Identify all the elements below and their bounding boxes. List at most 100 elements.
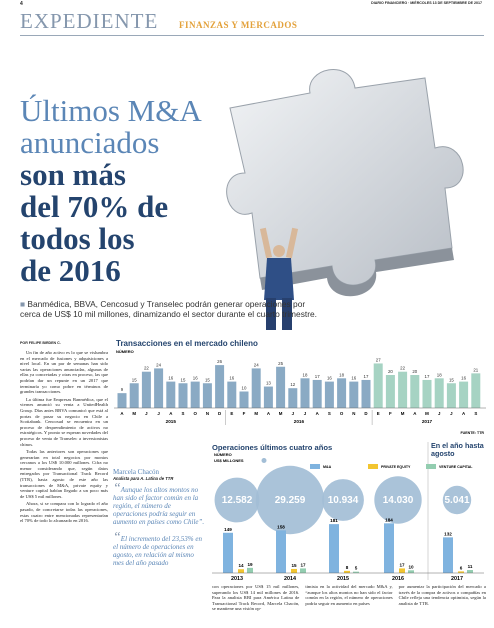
bar [251,368,261,408]
data-label: 24 [156,362,161,367]
data-label: 6 [460,565,463,570]
x-tick-label: M [254,411,258,416]
data-label: 149 [224,527,232,532]
bar [291,568,297,573]
data-label: 19 [247,562,253,567]
column-text: por aumentar la participación del mercad… [398,584,486,606]
legend-label: M&A [323,465,332,469]
legend-swatch [368,464,378,469]
bar [349,381,359,408]
bar [408,570,414,573]
man-figure [259,227,299,330]
data-label: 27 [376,357,381,362]
x-tick-label: J [304,411,307,416]
bar [458,571,464,573]
data-label: 12 [290,382,295,387]
data-label: 9 [121,387,124,392]
quote-text: “El incremento del 23,53% en el número d… [113,530,202,568]
data-label: 26 [217,359,222,364]
x-tick-label: D [364,411,367,416]
data-label: 8 [346,565,349,570]
bottom-columns: con operaciones por US$ 15 mil millones,… [212,584,486,628]
data-label: 17 [315,374,320,379]
paragraph: Todas las anteriores son operaciones que… [20,449,108,499]
legend-label: PRIVATE EQUITY [381,465,411,469]
lead-text: Banmédica, BBVA, Cencosud y Transelec po… [20,299,317,319]
legend-dot [261,458,267,463]
data-label: 22 [400,366,405,371]
totals-label: US$ MILLONES [214,458,244,463]
data-label: 17 [364,374,369,379]
data-label: 25 [278,361,283,366]
quote-text-body: Aunque los altos montos no han sido el f… [113,486,205,526]
x-tick-label: 2017 [451,576,463,582]
x-tick-label: O [340,411,344,416]
legend-swatch [426,464,436,469]
bar [166,381,176,408]
bar [312,379,322,408]
data-label: 18 [339,372,344,377]
subsection-title: FINANZAS Y MERCADOS [179,20,298,30]
bar [329,524,339,573]
x-tick-label: J [157,411,160,416]
x-tick-label: M [425,411,429,416]
x-tick-label: 2015 [337,576,349,582]
data-label: 10 [408,564,414,569]
bubble-label: 14.030 [383,495,414,506]
x-tick-label: M [401,411,405,416]
quote-text: “Aunque los altos montos no han sido el … [113,481,205,527]
data-label: 17 [425,374,430,379]
x-tick-label: J [145,411,148,416]
x-tick-label: A [120,411,124,416]
quote-author: Marcela Chacón [113,468,160,476]
x-tick-label: S [328,411,331,416]
bar [459,381,469,408]
year-label: 2016 [294,419,305,424]
data-label: 20 [388,369,393,374]
bar [276,366,286,408]
bubble-label: 10.934 [328,495,359,506]
bubble [442,485,472,515]
headline-line: todos los [20,221,135,256]
data-label: 132 [444,531,452,536]
data-label: 16 [351,376,356,381]
column-text: timista en la actividad del mercado M&A … [305,584,393,606]
data-label: 10 [242,386,247,391]
data-label: 16 [168,376,173,381]
x-tick-label: A [169,411,173,416]
bar [410,375,420,408]
data-label: 24 [254,362,259,367]
masthead: DIARIO FINANCIERO · MIÉRCOLES 13 DE SEPT… [371,1,482,5]
x-tick-label: 2013 [231,576,243,582]
headline-line: del 70% de [20,189,169,224]
bar [190,381,200,408]
x-tick-label: N [206,411,209,416]
data-label: 15 [449,377,454,382]
paragraph: La última fue Empresas Banmédica, que el… [20,396,108,447]
bar [385,375,395,408]
data-label: 15 [291,563,297,568]
bar [300,378,310,408]
bar [238,569,244,573]
x-tick-label: J [450,411,453,416]
bar [178,383,188,408]
bar [263,386,273,408]
bubble-label: 5.041 [444,495,469,506]
data-label: 17 [300,562,306,567]
data-label: 14 [238,563,244,568]
data-label: 15 [132,377,137,382]
data-label: 17 [399,562,405,567]
year-label: 2017 [422,419,433,424]
section-title: EXPEDIENTE [20,9,159,33]
bar [300,568,306,573]
data-label: 21 [473,367,478,372]
column-text: con operaciones por US$ 15 mil millones,… [212,584,300,612]
bar [337,378,347,408]
headline-line: de 2016 [20,253,121,288]
puzzle-illustration [226,69,464,330]
bar [353,571,359,573]
chart-transactions: Transacciones en el mercado chileno NÚME… [114,339,486,435]
quote-text-body: El incremento del 23,53% en el número de… [113,535,202,567]
x-tick-label: M [279,411,283,416]
x-tick-label: J [292,411,295,416]
